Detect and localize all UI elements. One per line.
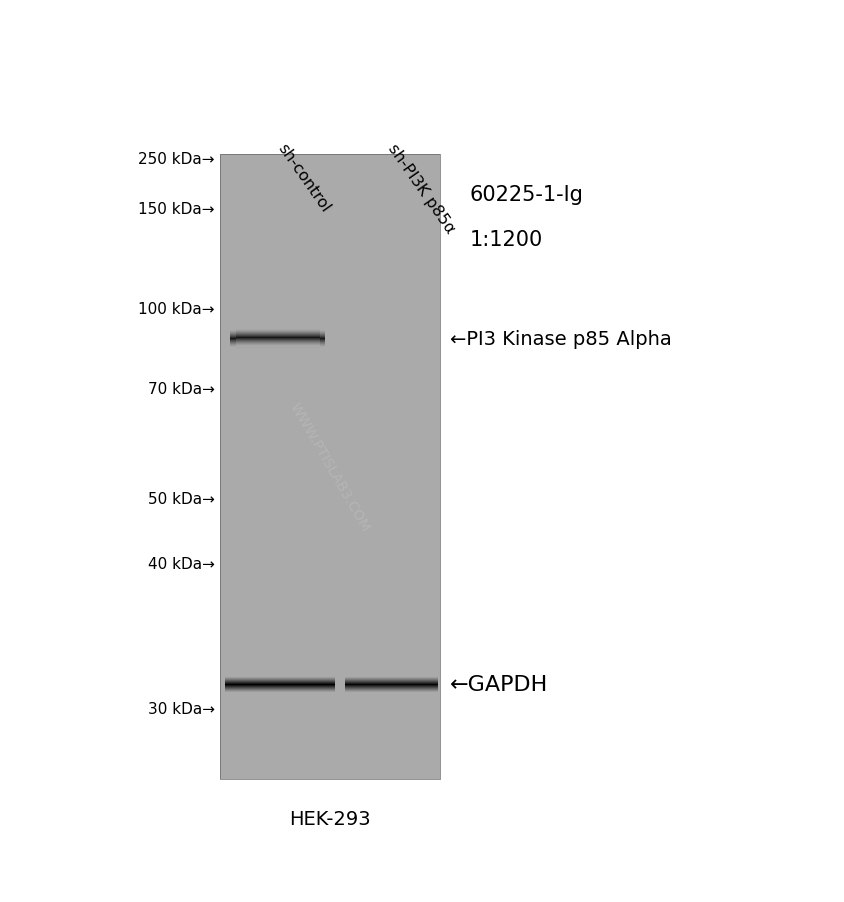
Text: 60225-1-Ig: 60225-1-Ig bbox=[469, 185, 583, 205]
Text: sh-PI3K p85α: sh-PI3K p85α bbox=[385, 142, 457, 236]
Text: 30 kDa→: 30 kDa→ bbox=[148, 702, 214, 717]
Text: 70 kDa→: 70 kDa→ bbox=[148, 382, 214, 397]
Text: 150 kDa→: 150 kDa→ bbox=[138, 202, 214, 217]
Text: 250 kDa→: 250 kDa→ bbox=[138, 152, 214, 167]
Text: 100 kDa→: 100 kDa→ bbox=[138, 302, 214, 318]
Text: ←GAPDH: ←GAPDH bbox=[450, 675, 548, 695]
Bar bbox=[219, 155, 440, 779]
Text: 1:1200: 1:1200 bbox=[469, 230, 543, 250]
Text: ←PI3 Kinase p85 Alpha: ←PI3 Kinase p85 Alpha bbox=[450, 330, 671, 349]
Text: HEK-293: HEK-293 bbox=[289, 809, 371, 828]
Text: 50 kDa→: 50 kDa→ bbox=[148, 492, 214, 507]
Text: 40 kDa→: 40 kDa→ bbox=[148, 557, 214, 572]
Text: WWW.PTISLAB3.COM: WWW.PTISLAB3.COM bbox=[287, 400, 372, 534]
Text: sh-control: sh-control bbox=[274, 142, 333, 216]
